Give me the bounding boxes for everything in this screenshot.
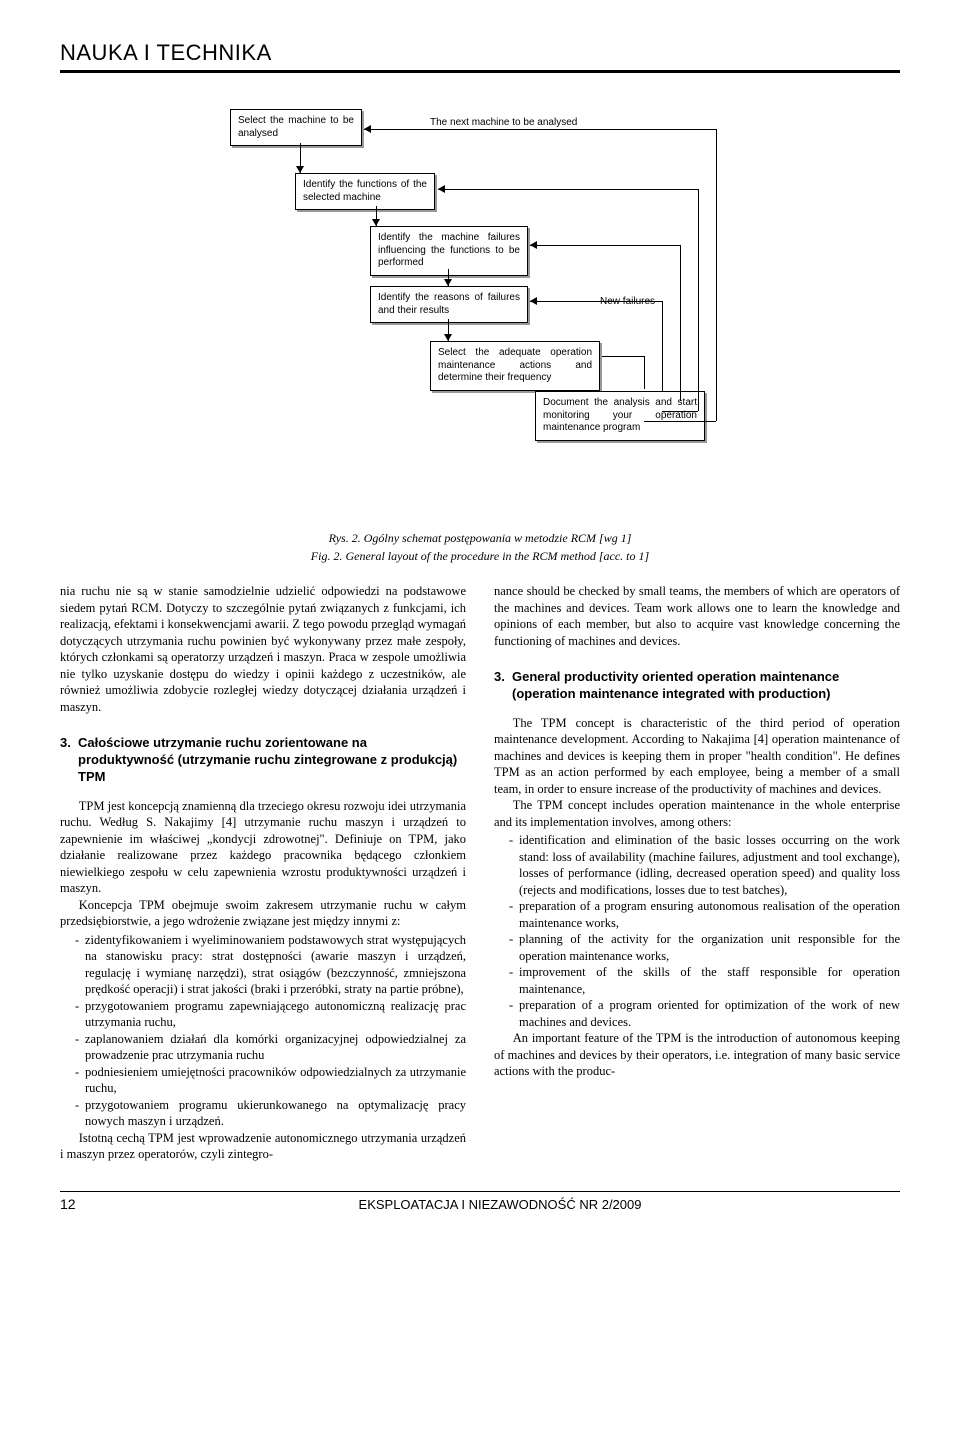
flowchart-line xyxy=(716,129,717,421)
flowchart-line xyxy=(530,245,680,246)
flowchart-line xyxy=(602,356,644,357)
list-item: -przygotowaniem programu zapewniającego … xyxy=(60,998,466,1031)
body-columns: nia ruchu nie są w stanie samodzielnie u… xyxy=(60,583,900,1163)
flowchart-line xyxy=(644,356,645,389)
bullet-list: -identification and elimination of the b… xyxy=(494,832,900,1030)
flowchart-box: Select the machine to be analysed xyxy=(230,109,362,146)
section-heading: 3. General productivity oriented operati… xyxy=(494,669,900,703)
heading-text: Całościowe utrzymanie ruchu zorientowane… xyxy=(78,735,466,786)
list-item: -podniesieniem umiejętności pracowników … xyxy=(60,1064,466,1097)
arrowhead-icon xyxy=(530,297,537,305)
arrowhead-icon xyxy=(372,219,380,226)
arrowhead-icon xyxy=(444,279,452,286)
flowchart-label: The next machine to be analysed xyxy=(430,117,577,128)
list-item: -planning of the activity for the organi… xyxy=(494,931,900,964)
arrowhead-icon xyxy=(438,185,445,193)
figure-caption: Rys. 2. Ogólny schemat postępowania w me… xyxy=(60,529,900,565)
flowchart-box: Identify the machine failures influencin… xyxy=(370,226,528,276)
flowchart-figure: Select the machine to be analysed Identi… xyxy=(200,101,760,511)
body-paragraph: nia ruchu nie są w stanie samodzielnie u… xyxy=(60,583,466,715)
page-number: 12 xyxy=(60,1196,100,1212)
flowchart-box: Select the adequate operation maintenanc… xyxy=(430,341,600,391)
body-paragraph: nance should be checked by small teams, … xyxy=(494,583,900,649)
body-paragraph: An important feature of the TPM is the i… xyxy=(494,1030,900,1080)
section-heading: 3. Całościowe utrzymanie ruchu zorientow… xyxy=(60,735,466,786)
flowchart-box: Identify the functions of the selected m… xyxy=(295,173,435,210)
list-item: -przygotowaniem programu ukierunkowanego… xyxy=(60,1097,466,1130)
heading-number: 3. xyxy=(60,735,78,786)
body-paragraph: TPM jest koncepcją znamienną dla trzecie… xyxy=(60,798,466,897)
caption-line: Fig. 2. General layout of the procedure … xyxy=(60,547,900,565)
list-item: -improvement of the skills of the staff … xyxy=(494,964,900,997)
page-header: NAUKA I TECHNIKA xyxy=(60,40,900,73)
arrowhead-icon xyxy=(444,334,452,341)
flowchart-box: Identify the reasons of failures and the… xyxy=(370,286,528,323)
flowchart-line xyxy=(530,301,662,302)
flowchart-line xyxy=(438,189,698,190)
body-paragraph: Koncepcja TPM obejmuje swoim zakresem ut… xyxy=(60,897,466,930)
flowchart-line xyxy=(680,245,681,401)
heading-number: 3. xyxy=(494,669,512,703)
bullet-list: -zidentyfikowaniem i wyeliminowaniem pod… xyxy=(60,932,466,1130)
flowchart-line xyxy=(662,301,663,391)
caption-line: Rys. 2. Ogólny schemat postępowania w me… xyxy=(60,529,900,547)
list-item: -identification and elimination of the b… xyxy=(494,832,900,898)
page-footer: 12 EKSPLOATACJA I NIEZAWODNOŚĆ NR 2/2009 xyxy=(60,1191,900,1212)
body-paragraph: Istotną cechą TPM jest wprowadzenie auto… xyxy=(60,1130,466,1163)
body-paragraph: The TPM concept includes operation maint… xyxy=(494,797,900,830)
list-item: -preparation of a program ensuring auton… xyxy=(494,898,900,931)
page-title: NAUKA I TECHNIKA xyxy=(60,40,900,66)
body-paragraph: The TPM concept is characteristic of the… xyxy=(494,715,900,798)
list-item: -zaplanowaniem działań dla komórki organ… xyxy=(60,1031,466,1064)
heading-text: General productivity oriented operation … xyxy=(512,669,900,703)
arrowhead-icon xyxy=(296,166,304,173)
flowchart-line xyxy=(698,189,699,411)
arrowhead-icon xyxy=(530,241,537,249)
flowchart-line xyxy=(662,411,698,412)
arrowhead-icon xyxy=(364,125,371,133)
footer-text: EKSPLOATACJA I NIEZAWODNOŚĆ NR 2/2009 xyxy=(100,1197,900,1212)
list-item: -preparation of a program oriented for o… xyxy=(494,997,900,1030)
right-column: nance should be checked by small teams, … xyxy=(494,583,900,1163)
flowchart-line xyxy=(364,129,716,130)
left-column: nia ruchu nie są w stanie samodzielnie u… xyxy=(60,583,466,1163)
list-item: -zidentyfikowaniem i wyeliminowaniem pod… xyxy=(60,932,466,998)
flowchart-line xyxy=(644,421,716,422)
